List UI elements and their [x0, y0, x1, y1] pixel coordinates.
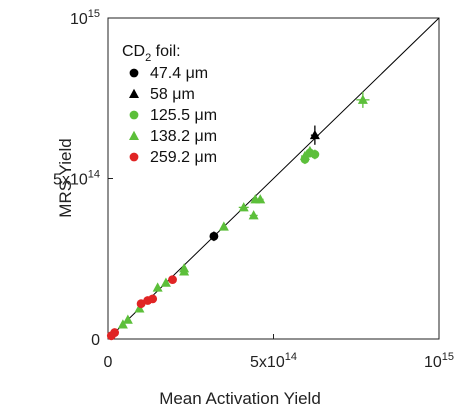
data-point	[209, 231, 219, 241]
legend-title-subscript: 2	[145, 52, 151, 64]
legend-label: 58 μm	[150, 86, 195, 103]
data-point	[148, 294, 158, 304]
y-tick-label-base: 5x10	[53, 172, 88, 189]
data-point	[179, 263, 190, 273]
legend-item: 138.2 μm	[129, 128, 217, 145]
x-tick-label-base: 10	[424, 354, 442, 371]
legend-marker	[129, 152, 139, 162]
data-point	[299, 150, 310, 160]
legend-item: 47.4 μm	[129, 65, 208, 82]
x-tick-label: 1015	[424, 351, 454, 371]
legend-items: 47.4 μm 58 μm 125.5 μm 138.2 μm 259.2 μm	[129, 65, 217, 166]
legend: CD2 foil: 47.4 μm 58 μm 125.5 μm 138.2 μm 25…	[122, 43, 217, 166]
legend-title-prefix: CD	[122, 43, 145, 60]
y-tick-label-base: 10	[70, 11, 88, 28]
data-point	[309, 129, 320, 140]
y-tick-label: 5x1014	[53, 169, 100, 189]
legend-item: 58 μm	[129, 86, 195, 103]
data-point	[168, 275, 177, 285]
x-tick-label: 0	[104, 354, 113, 371]
data-point	[357, 94, 368, 104]
legend-marker	[129, 68, 139, 78]
legend-item: 125.5 μm	[129, 107, 217, 124]
y-tick-label: 1015	[70, 8, 100, 28]
error-bars	[213, 91, 370, 242]
x-tick-label-exponent: 14	[285, 351, 297, 363]
data-point	[110, 328, 120, 337]
data-point	[238, 202, 249, 212]
data-point	[117, 319, 128, 329]
legend-marker	[129, 88, 139, 98]
legend-label: 138.2 μm	[150, 128, 217, 145]
data-point	[134, 303, 145, 313]
y-tick-label-exponent: 15	[88, 8, 100, 20]
legend-label: 125.5 μm	[150, 107, 217, 124]
x-tick-label: 5x1014	[250, 351, 297, 371]
y-axis-title: MRS Yield	[56, 138, 75, 217]
legend-title: CD2 foil:	[122, 43, 181, 64]
y-tick-label: 0	[91, 332, 100, 349]
legend-marker	[129, 130, 139, 140]
data-point	[136, 299, 146, 309]
x-tick-label-base: 5x10	[250, 354, 285, 371]
data-point	[248, 210, 259, 220]
data-point	[122, 314, 133, 324]
data-point	[218, 221, 229, 231]
data-point	[160, 277, 171, 287]
y-tick-label-exponent: 14	[88, 169, 100, 181]
legend-label: 47.4 μm	[150, 65, 208, 82]
legend-marker	[129, 110, 139, 120]
legend-label: 259.2 μm	[150, 149, 217, 166]
legend-item: 259.2 μm	[129, 149, 217, 166]
x-tick-label-exponent: 15	[442, 351, 454, 363]
data-point	[255, 194, 266, 204]
data-point	[152, 282, 163, 292]
x-axis-title: Mean Activation Yield	[159, 389, 321, 408]
data-point	[304, 145, 315, 156]
data-points	[106, 94, 368, 341]
legend-title-suffix: foil:	[151, 43, 180, 60]
